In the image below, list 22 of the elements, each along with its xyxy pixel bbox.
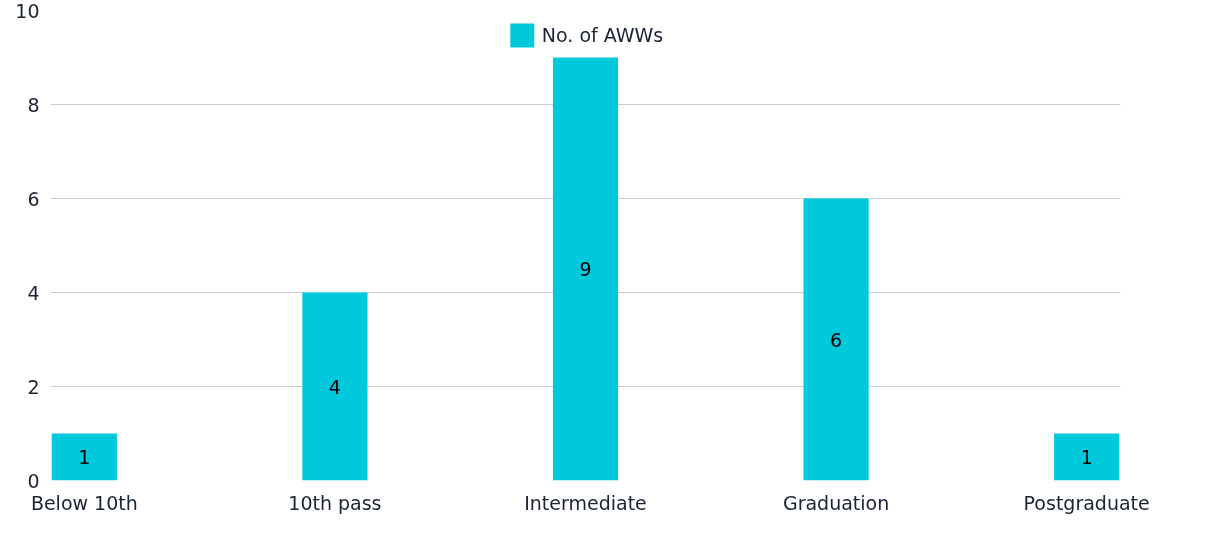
x-tick-label: 10th pass [288, 491, 382, 514]
bar [302, 292, 368, 481]
data-label: 1 [1080, 446, 1093, 468]
x-tick-label: Postgraduate [1023, 491, 1150, 514]
y-tick-label: 10 [15, 0, 40, 22]
bar [1054, 433, 1120, 481]
bar [51, 433, 117, 481]
x-tick-label: Below 10th [30, 491, 138, 514]
bar [552, 57, 619, 481]
data-label: 6 [830, 328, 843, 351]
data-label: 4 [328, 375, 341, 398]
data-label: 9 [579, 258, 592, 280]
y-tick-label: 4 [27, 281, 40, 304]
legend-label: No. of AWWs [541, 24, 664, 46]
y-tick-label: 6 [27, 187, 40, 210]
data-label: 1 [78, 446, 91, 468]
y-tick-label: 2 [27, 375, 40, 398]
y-tick-label: 8 [27, 93, 40, 116]
bar [803, 198, 869, 481]
x-tick-label: Intermediate [524, 491, 647, 514]
x-tick-label: Graduation [782, 491, 890, 514]
y-tick-label: 0 [27, 469, 40, 492]
